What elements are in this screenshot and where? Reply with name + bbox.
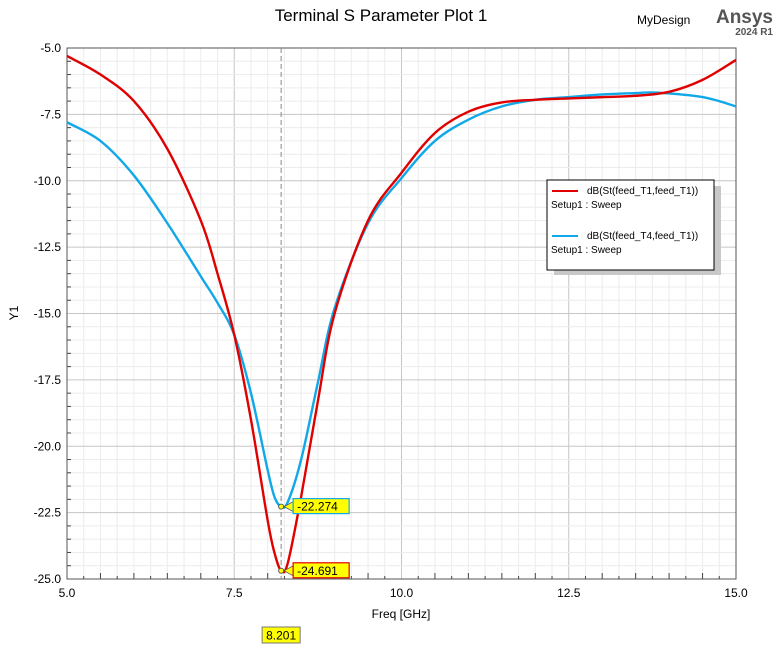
legend-series-name: dB(St(feed_T1,feed_T1)) — [587, 186, 698, 197]
marker-point — [278, 503, 285, 510]
y-tick-label: -12.5 — [34, 240, 62, 254]
y-axis: -5.0 -7.5 -10.0 -12.5 -15.0 -17.5 -20.0 -22.5 -2… — [34, 41, 62, 586]
marker-group: -24.691 -22.274 — [278, 498, 350, 579]
y-tick-label: -25.0 — [34, 572, 62, 586]
series-group — [66, 54, 737, 574]
marker-value: -22.274 — [297, 500, 338, 514]
y-tick-label: -22.5 — [34, 506, 62, 520]
frequency-cursor-label[interactable]: 8.201 — [261, 626, 301, 644]
version-label: 2024 R1 — [735, 27, 773, 38]
legend-series-setup: Setup1 : Sweep — [551, 200, 622, 211]
x-tick-label: 5.0 — [59, 586, 76, 600]
x-tick-label: 10.0 — [390, 586, 414, 600]
y-tick-label: -5.0 — [40, 41, 61, 55]
grid — [66, 47, 737, 580]
x-axis-label: Freq [GHz] — [372, 607, 431, 621]
plot-frame — [66, 47, 737, 580]
series-line-feed-t4-feed-t1[interactable] — [66, 91, 737, 509]
y-tick-label: -20.0 — [34, 439, 62, 453]
x-tick-label: 12.5 — [557, 586, 581, 600]
frequency-cursor-value: 8.201 — [266, 629, 296, 643]
x-tick-label: 7.5 — [226, 586, 243, 600]
legend-series-name: dB(St(feed_T4,feed_T1)) — [587, 231, 698, 242]
x-axis: 5.0 7.5 10.0 12.5 15.0 — [59, 586, 748, 600]
marker-value: -24.691 — [297, 564, 338, 578]
legend-series-setup: Setup1 : Sweep — [551, 245, 622, 256]
y-tick-label: -15.0 — [34, 307, 62, 321]
marker-label-box — [292, 562, 350, 579]
series-line-feed-t1-feed-t1[interactable] — [66, 54, 737, 574]
chart-title: Terminal S Parameter Plot 1 — [275, 6, 488, 25]
ansys-logo: Ansys — [716, 7, 773, 28]
legend-item[interactable]: dB(St(feed_T1,feed_T1)) Setup1 : Sweep — [551, 186, 698, 211]
y-tick-label: -17.5 — [34, 373, 62, 387]
legend-item[interactable]: dB(St(feed_T4,feed_T1)) Setup1 : Sweep — [551, 231, 698, 256]
legend-box — [546, 179, 715, 271]
legend[interactable]: dB(St(feed_T1,feed_T1)) Setup1 : Sweep d… — [546, 179, 721, 275]
y-tick-label: -10.0 — [34, 174, 62, 188]
marker-point — [278, 567, 285, 574]
marker-annotation[interactable]: -24.691 — [278, 562, 350, 579]
x-tick-label: 15.0 — [724, 586, 748, 600]
marker-label-box — [292, 498, 350, 515]
y-axis-label: Y1 — [7, 305, 21, 320]
design-name: MyDesign — [637, 13, 690, 27]
marker-annotation[interactable]: -22.274 — [278, 498, 350, 515]
y-tick-label: -7.5 — [40, 107, 61, 121]
